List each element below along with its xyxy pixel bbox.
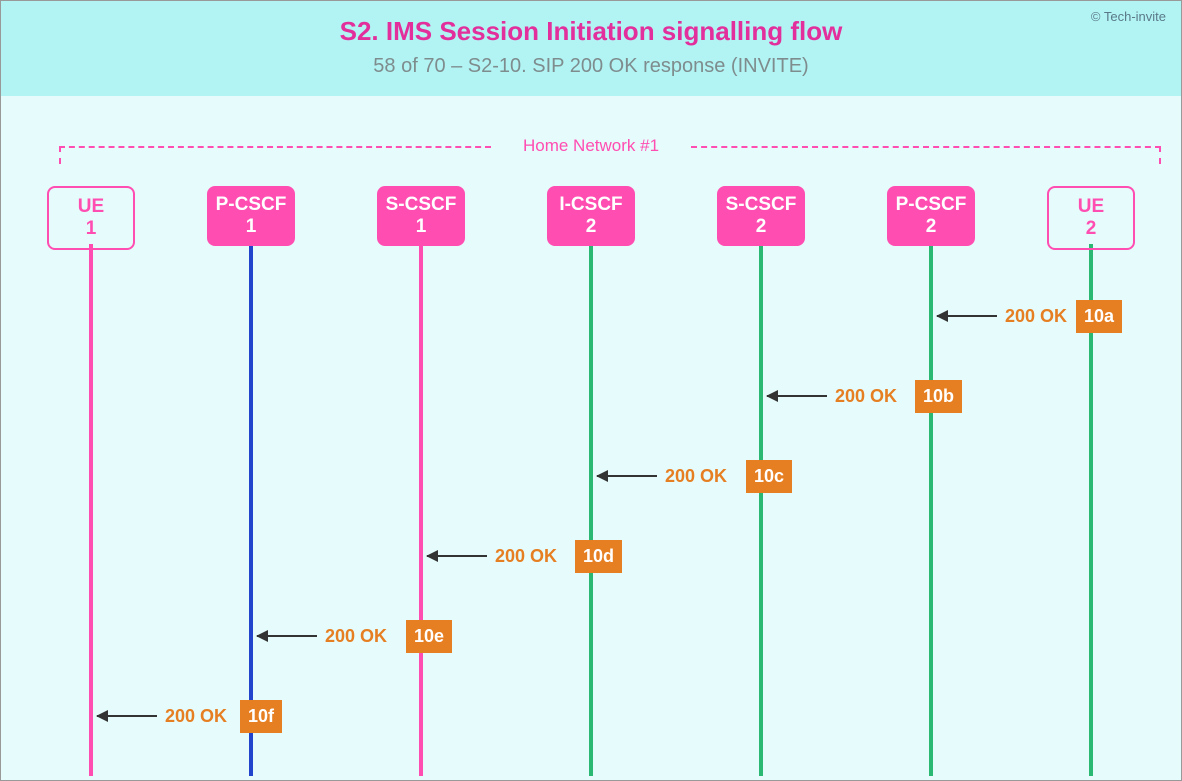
lifeline-i-cscf-2 xyxy=(589,244,593,776)
node-label-line2: 1 xyxy=(49,218,133,240)
arrowhead-left-icon xyxy=(596,470,608,482)
node-label-line1: S-CSCF xyxy=(377,194,465,216)
header: S2. IMS Session Initiation signalling fl… xyxy=(1,1,1181,96)
diagram-container: S2. IMS Session Initiation signalling fl… xyxy=(0,0,1182,781)
copyright-text: © Tech-invite xyxy=(1091,9,1166,24)
message-10f: 200 OK10f xyxy=(97,698,282,734)
message-10a: 200 OK10a xyxy=(937,298,1122,334)
message-10c: 200 OK 10c xyxy=(597,458,792,494)
node-label-line2: 2 xyxy=(887,216,975,238)
arrowhead-left-icon xyxy=(766,390,778,402)
page-subtitle: 58 of 70 – S2-10. SIP 200 OK response (I… xyxy=(1,55,1181,78)
message-10b: 200 OK 10b xyxy=(767,378,962,414)
message-badge: 10d xyxy=(575,540,622,573)
network-bracket-label: Home Network #1 xyxy=(491,136,691,156)
arrowhead-left-icon xyxy=(256,630,268,642)
message-text: 200 OK xyxy=(827,386,905,407)
node-s-cscf-1: S-CSCF1 xyxy=(377,186,465,246)
message-badge: 10f xyxy=(240,700,282,733)
node-label-line1: P-CSCF xyxy=(887,194,975,216)
message-arrow xyxy=(597,475,657,477)
message-badge: 10a xyxy=(1076,300,1122,333)
node-label-line1: P-CSCF xyxy=(207,194,295,216)
message-arrow xyxy=(257,635,317,637)
node-label-line2: 1 xyxy=(207,216,295,238)
network-bracket-left xyxy=(59,146,491,164)
node-label-line2: 2 xyxy=(1049,218,1133,240)
message-badge: 10c xyxy=(746,460,792,493)
node-i-cscf-2: I-CSCF2 xyxy=(547,186,635,246)
lifeline-p-cscf-2 xyxy=(929,244,933,776)
message-text: 200 OK xyxy=(157,706,235,727)
page-title: S2. IMS Session Initiation signalling fl… xyxy=(1,16,1181,47)
node-label-line2: 2 xyxy=(547,216,635,238)
message-arrow xyxy=(427,555,487,557)
node-label-line1: S-CSCF xyxy=(717,194,805,216)
node-s-cscf-2: S-CSCF2 xyxy=(717,186,805,246)
node-label-line2: 1 xyxy=(377,216,465,238)
node-p-cscf-2: P-CSCF2 xyxy=(887,186,975,246)
node-ue-1: UE1 xyxy=(47,186,135,250)
node-label-line2: 2 xyxy=(717,216,805,238)
node-label-line1: I-CSCF xyxy=(547,194,635,216)
message-10e: 200 OK 10e xyxy=(257,618,452,654)
message-10d: 200 OK 10d xyxy=(427,538,622,574)
lifeline-p-cscf-1 xyxy=(249,244,253,776)
node-label-line1: UE xyxy=(49,196,133,218)
message-arrow xyxy=(97,715,157,717)
lifeline-s-cscf-1 xyxy=(419,244,423,776)
node-p-cscf-1: P-CSCF1 xyxy=(207,186,295,246)
network-bracket-right xyxy=(691,146,1161,164)
node-label-line1: UE xyxy=(1049,196,1133,218)
arrowhead-left-icon xyxy=(96,710,108,722)
arrowhead-left-icon xyxy=(426,550,438,562)
message-text: 200 OK xyxy=(487,546,565,567)
lifeline-ue-1 xyxy=(89,244,93,776)
message-badge: 10e xyxy=(406,620,452,653)
node-ue-2: UE2 xyxy=(1047,186,1135,250)
message-text: 200 OK xyxy=(657,466,735,487)
message-text: 200 OK xyxy=(997,306,1075,327)
message-arrow xyxy=(767,395,827,397)
message-arrow xyxy=(937,315,997,317)
sequence-diagram: Home Network #1UE1P-CSCF1S-CSCF1I-CSCF2S… xyxy=(1,96,1181,780)
message-badge: 10b xyxy=(915,380,962,413)
arrowhead-left-icon xyxy=(936,310,948,322)
message-text: 200 OK xyxy=(317,626,395,647)
lifeline-s-cscf-2 xyxy=(759,244,763,776)
